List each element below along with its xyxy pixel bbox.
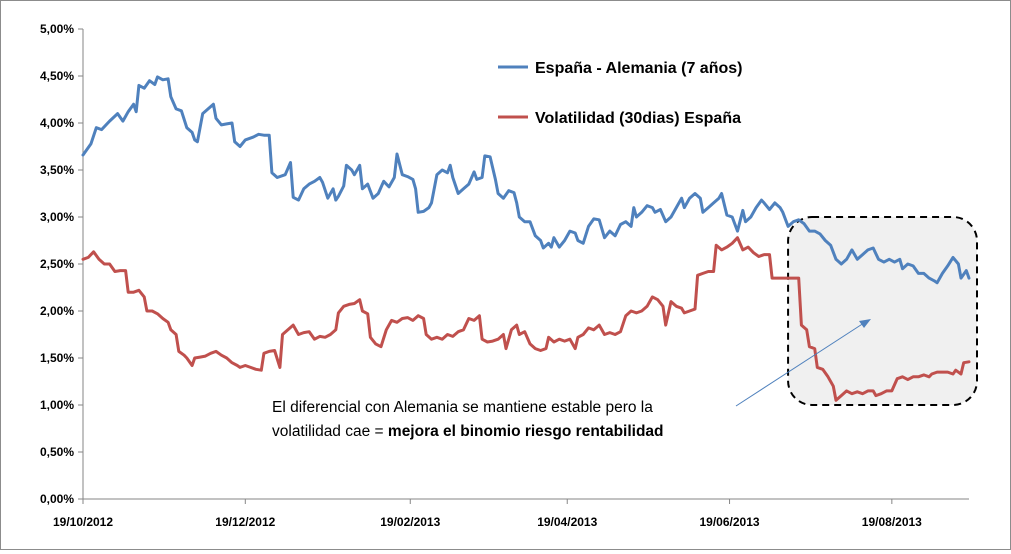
annotation-line-2: volatilidad cae = mejora el binomio ries… [272, 423, 664, 440]
annotation-arrow [735, 320, 868, 407]
legend-label-volatility: Volatilidad (30dias) España [535, 110, 741, 127]
highlight-region [787, 216, 978, 406]
y-tick-label: 4,50% [40, 69, 74, 83]
spread-series-line [81, 75, 971, 285]
y-tick-label: 2,00% [40, 304, 74, 318]
x-tick-label: 19/04/2013 [537, 515, 597, 529]
y-tick-label: 0,50% [40, 445, 74, 459]
y-tick-label: 1,50% [40, 351, 74, 365]
y-tick-label: 3,50% [40, 163, 74, 177]
y-tick-label: 4,00% [40, 116, 74, 130]
y-tick-label: 1,00% [40, 398, 74, 412]
annotation-line-2-bold: mejora el binomio riesgo rentabilidad [388, 423, 664, 440]
x-tick-label: 19/02/2013 [380, 515, 440, 529]
volatility-series-line [81, 236, 971, 402]
x-tick-label: 19/12/2012 [215, 515, 275, 529]
annotation-line-2-plain: volatilidad cae = [272, 423, 388, 440]
y-tick-label: 5,00% [40, 22, 74, 36]
y-tick-label: 2,50% [40, 257, 74, 271]
legend-label-spread: España - Alemania (7 años) [535, 60, 742, 77]
annotation-line-1: El diferencial con Alemania se mantiene … [272, 399, 653, 416]
annotation-arrow-head [859, 319, 871, 328]
x-tick-label: 19/10/2012 [53, 515, 113, 529]
x-tick-label: 19/08/2013 [862, 515, 922, 529]
y-tick-label: 3,00% [40, 210, 74, 224]
y-tick-label: 0,00% [40, 492, 74, 506]
x-tick-label: 19/06/2013 [700, 515, 760, 529]
